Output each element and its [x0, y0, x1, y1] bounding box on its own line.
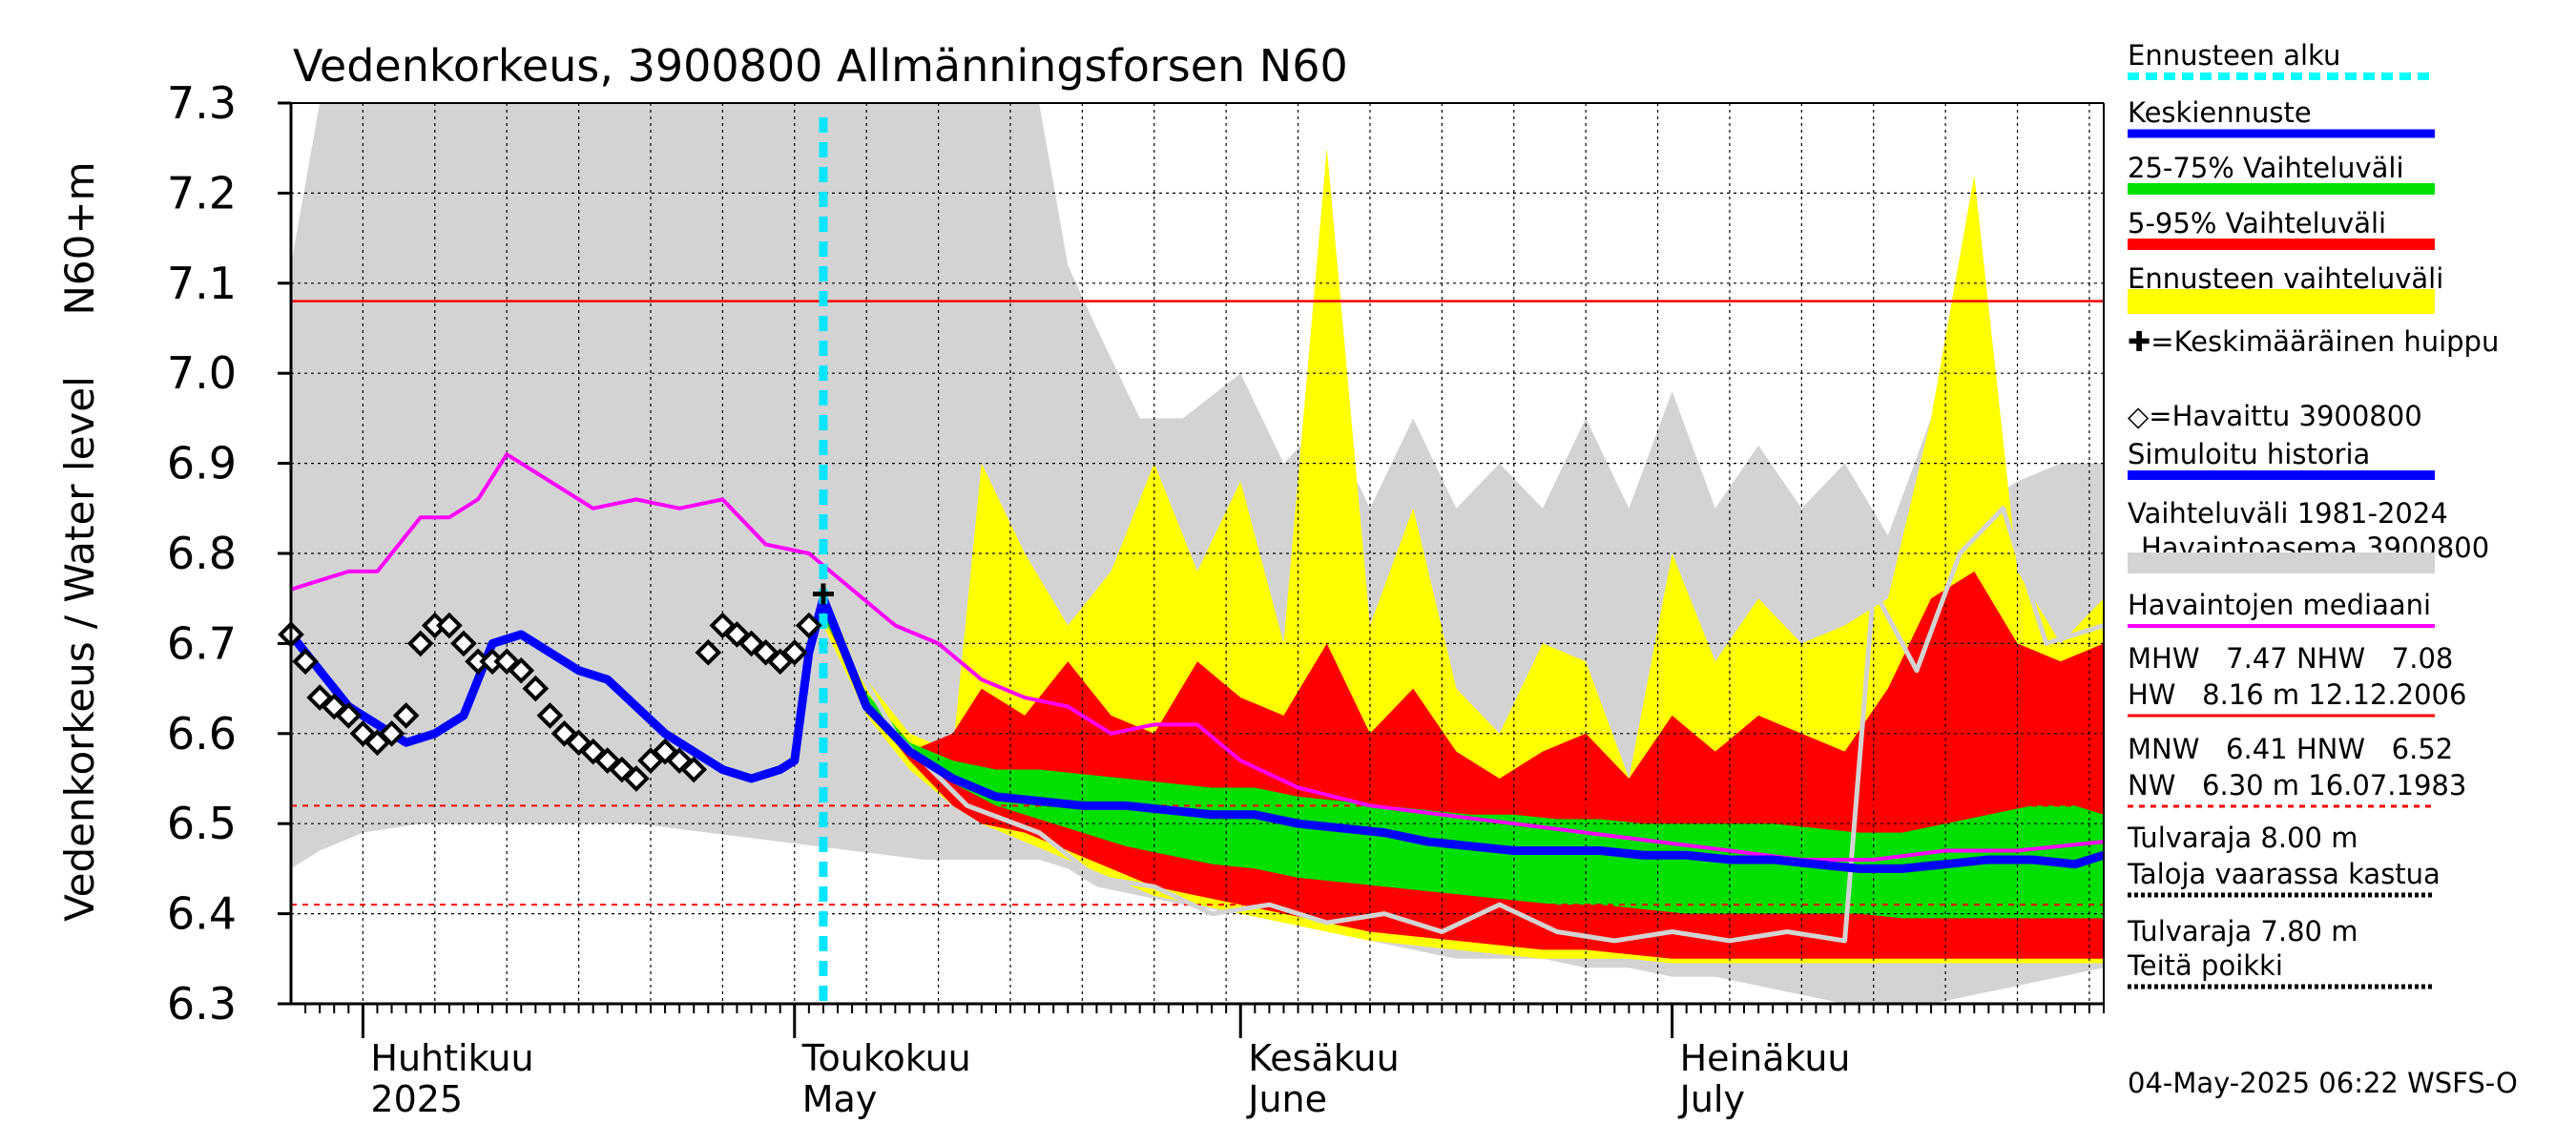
- y-tick-label: 7.2: [167, 167, 237, 219]
- y-tick-label: 6.6: [167, 708, 237, 760]
- legend-label: ◇=Havaittu 3900800: [2128, 400, 2422, 432]
- observed-point: [796, 612, 822, 639]
- footer-timestamp: 04-May-2025 06:22 WSFS-O: [2128, 1067, 2518, 1099]
- x-month-label-fi: Toukokuu: [801, 1037, 971, 1079]
- stats-line-3: MNW 6.41 HNW 6.52: [2128, 733, 2453, 765]
- observed-point: [406, 630, 434, 657]
- x-month-label-fi: Heinäkuu: [1680, 1037, 1851, 1079]
- observed-point: [536, 702, 564, 729]
- legend-label: 5-95% Vaihteluväli: [2128, 207, 2386, 239]
- average-peak-marker: [812, 583, 834, 605]
- stats-line-1: MHW 7.47 NHW 7.08: [2128, 642, 2453, 675]
- observed-point: [450, 630, 477, 657]
- legend-label: ✚=Keskimääräinen huippu: [2128, 325, 2499, 358]
- threshold-2-desc: Teitä poikki: [2127, 949, 2283, 982]
- observed-point: [392, 702, 420, 729]
- y-axis-unit: N60+m: [56, 162, 103, 316]
- line-havaintojen-mediaani: [290, 452, 2105, 862]
- stats-line-2: HW 8.16 m 12.12.2006: [2128, 678, 2466, 711]
- y-tick-label: 6.8: [167, 528, 237, 579]
- y-tick-label: 6.7: [167, 617, 237, 669]
- band-25-75-vaihteluv-li: [822, 612, 2104, 919]
- legend-label: Vaihteluväli 1981-2024: [2128, 497, 2448, 530]
- chart-title: Vedenkorkeus, 3900800 Allmänningsforsen …: [293, 40, 1348, 92]
- x-month-label-en: July: [1678, 1078, 1745, 1120]
- axes-layer: 6.3 6.4 6.5 6.6 6.7 6.8 6.9 7.0 7.1 7.2 7.3 Huhtiku…: [167, 77, 2105, 1120]
- observed-point: [623, 765, 650, 792]
- y-tick-label: 7.1: [167, 258, 237, 309]
- stats-line-4: NW 6.30 m 16.07.1983: [2128, 769, 2466, 802]
- y-tick-label: 6.3: [167, 978, 237, 1030]
- y-tick-label: 6.4: [167, 888, 237, 940]
- legend-label: Simuloitu historia: [2128, 438, 2370, 470]
- y-axis-label: Vedenkorkeus / Water level: [56, 376, 103, 922]
- observed-point: [680, 756, 708, 783]
- observed-point: [522, 675, 550, 702]
- legend-label: 25-75% Vaihteluväli: [2128, 152, 2404, 184]
- x-month-label-en: 2025: [370, 1078, 463, 1120]
- observed-point: [508, 656, 535, 684]
- legend: Ennusteen alku Keskiennuste 25-75% Vaihtel…: [2128, 39, 2499, 628]
- legend-label: Ennusteen alku: [2128, 39, 2340, 72]
- observed-point: [335, 702, 363, 729]
- threshold-1-desc: Taloja vaarassa kastua: [2127, 858, 2441, 890]
- observed-point: [436, 612, 463, 639]
- line-keskiennuste: [287, 593, 2106, 873]
- threshold-2-level: Tulvaraja 7.80 m: [2127, 915, 2358, 947]
- y-tick-label: 6.9: [167, 438, 237, 489]
- observed-point: [378, 719, 405, 747]
- legend-label: Havaintojen mediaani: [2128, 589, 2431, 621]
- line-simuloitu-historia: [821, 506, 2105, 944]
- x-month-label-en: June: [1246, 1078, 1327, 1120]
- threshold-1-level: Tulvaraja 8.00 m: [2127, 822, 2358, 854]
- observed-point: [780, 639, 808, 666]
- x-month-label-fi: Kesäkuu: [1248, 1037, 1400, 1079]
- marker-layer: [278, 583, 834, 792]
- x-month-label-fi: Huhtikuu: [370, 1037, 533, 1079]
- line-layer: [287, 117, 2106, 1004]
- y-tick-label: 7.0: [167, 347, 237, 399]
- x-month-label-en: May: [802, 1078, 878, 1120]
- y-tick-label: 7.3: [167, 77, 237, 129]
- legend-label: Keskiennuste: [2128, 96, 2312, 129]
- y-tick-label: 6.5: [167, 798, 237, 849]
- observed-point: [695, 639, 722, 666]
- observed-point: [292, 648, 319, 676]
